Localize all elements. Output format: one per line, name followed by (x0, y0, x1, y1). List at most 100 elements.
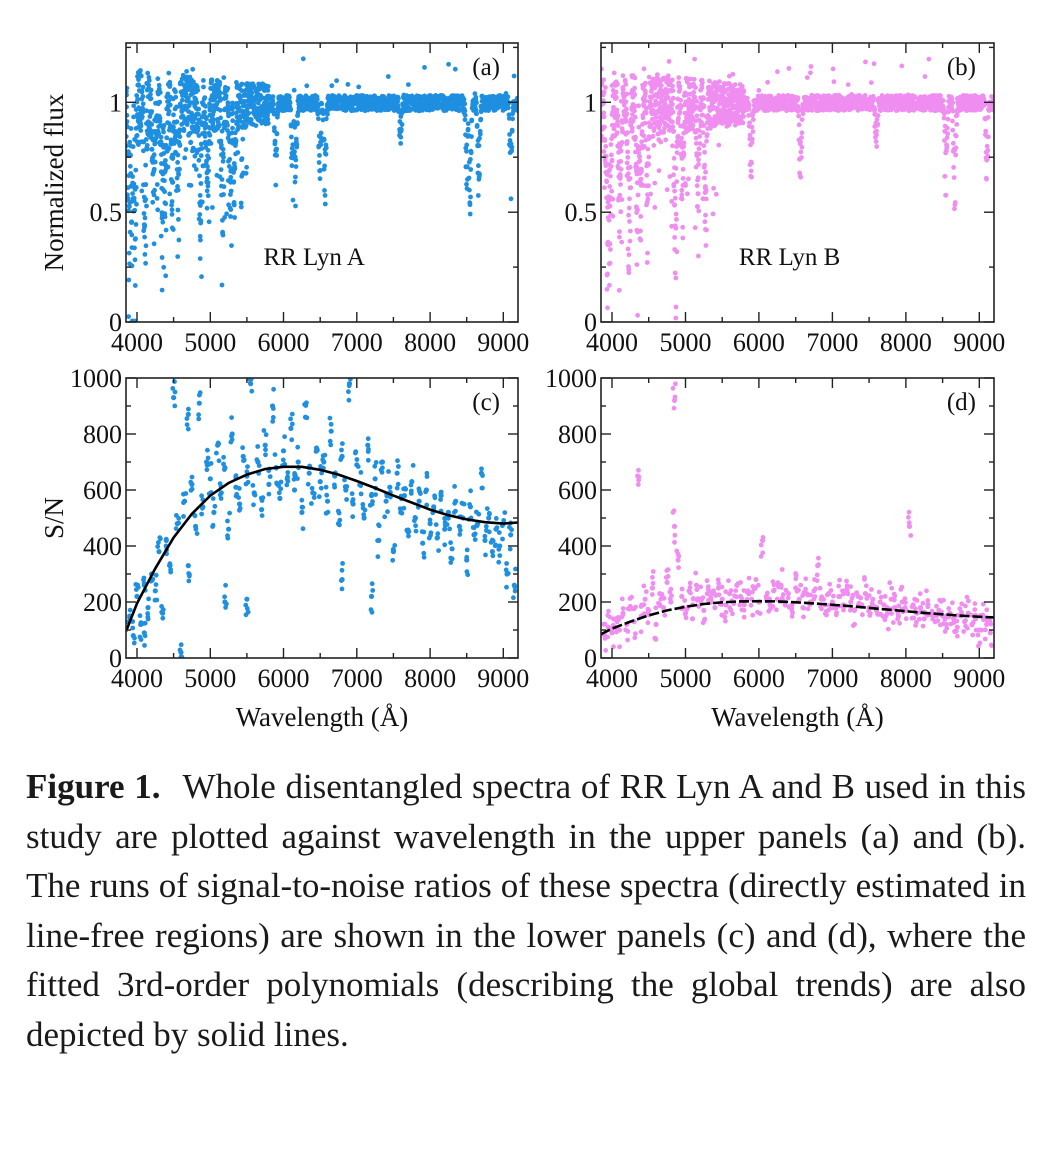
spectrum-point (664, 187, 670, 193)
spectrum-point (196, 106, 202, 112)
snr-point (311, 491, 317, 496)
spectrum-point (322, 188, 327, 193)
spectrum-point (476, 163, 481, 169)
snr-point (339, 447, 344, 453)
spectrum-point (749, 124, 755, 130)
spectrum-point (680, 235, 686, 241)
spectrum-point (196, 133, 202, 139)
snr-point (410, 463, 416, 468)
spectrum-point (274, 153, 280, 158)
x-tick-label: 4000 (111, 664, 163, 693)
spectrum-point (175, 207, 181, 213)
spectrum-point (173, 89, 178, 95)
snr-point (457, 532, 463, 537)
spectrum-point (166, 108, 172, 114)
spectrum-point (607, 241, 613, 247)
snr-point (606, 608, 611, 614)
snr-point (416, 498, 422, 504)
spectrum-point (162, 189, 168, 195)
snr-point (394, 485, 400, 491)
spectrum-point (126, 192, 130, 198)
spectrum-point (476, 143, 482, 149)
spectrum-point (830, 66, 836, 72)
spectrum-point (672, 235, 677, 240)
spectrum-point (469, 134, 474, 140)
snr-point (145, 611, 151, 616)
snr-point (206, 462, 212, 467)
spectrum-point (228, 174, 234, 180)
star-annotation: RR Lyn A (263, 244, 364, 271)
spectrum-point (656, 168, 662, 174)
spectrum-point (829, 106, 835, 112)
spectrum-point (603, 153, 609, 159)
spectrum-point (679, 187, 685, 193)
spectrum-point (138, 123, 144, 129)
snr-point (130, 625, 136, 631)
snr-point (288, 425, 294, 431)
spectrum-point (691, 76, 697, 82)
spectrum-point (162, 214, 168, 220)
snr-point (496, 530, 502, 535)
spectrum-point (621, 102, 627, 108)
snr-point (322, 452, 328, 458)
spectrum-point (202, 95, 208, 100)
snr-point (185, 563, 191, 569)
snr-point (237, 505, 243, 511)
snr-point (339, 455, 344, 461)
spectrum-point (204, 115, 209, 120)
snr-point (490, 538, 496, 544)
snr-point (623, 627, 629, 633)
spectrum-point (627, 219, 632, 224)
spectrum-point (264, 98, 270, 103)
spectrum-point (293, 157, 299, 163)
spectrum-point (694, 113, 700, 119)
spectrum-point (222, 215, 228, 220)
snr-point (633, 604, 638, 610)
snr-point (171, 395, 177, 401)
snr-point (346, 389, 351, 395)
spectrum-point (679, 192, 685, 198)
snr-point (346, 397, 352, 403)
spectrum-point (730, 71, 736, 77)
spectrum-point (127, 163, 133, 169)
snr-point (153, 572, 159, 578)
snr-point (373, 492, 378, 497)
snr-point (277, 495, 283, 501)
spectrum-point (639, 169, 644, 175)
spectrum-point (681, 140, 687, 146)
spectrum-point (202, 134, 208, 139)
spectrum-point (799, 144, 805, 150)
spectrum-point (750, 117, 756, 122)
spectrum-point (232, 215, 238, 220)
spectrum-point (196, 111, 201, 117)
x-tick-label: 4000 (111, 328, 163, 357)
spectrum-point (314, 97, 320, 102)
spectrum-point (175, 187, 181, 193)
spectrum-point (133, 185, 139, 190)
spectrum-point (158, 134, 164, 140)
snr-point (375, 554, 381, 560)
spectrum-point (643, 98, 648, 104)
spectrum-point (232, 166, 238, 172)
spectrum-point (986, 134, 991, 140)
spectrum-point (218, 138, 224, 144)
spectrum-point (703, 243, 709, 248)
spectrum-point (322, 193, 328, 198)
spectrum-point (163, 273, 169, 279)
spectrum-point (319, 101, 325, 107)
spectrum-point (648, 191, 653, 197)
spectrum-point (191, 163, 197, 169)
spectrum-point (953, 152, 959, 158)
y-tick-label: 400 (83, 532, 122, 561)
spectrum-point (164, 135, 170, 141)
spectrum-point (747, 120, 752, 126)
spectrum-point (674, 150, 680, 156)
spectrum-point (635, 312, 640, 318)
spectrum-point (143, 162, 149, 168)
snr-point (512, 588, 518, 594)
spectrum-point (798, 149, 804, 155)
spectrum-point (207, 132, 213, 138)
spectrum-point (506, 112, 512, 118)
spectrum-point (702, 175, 707, 181)
snr-point (480, 473, 485, 478)
